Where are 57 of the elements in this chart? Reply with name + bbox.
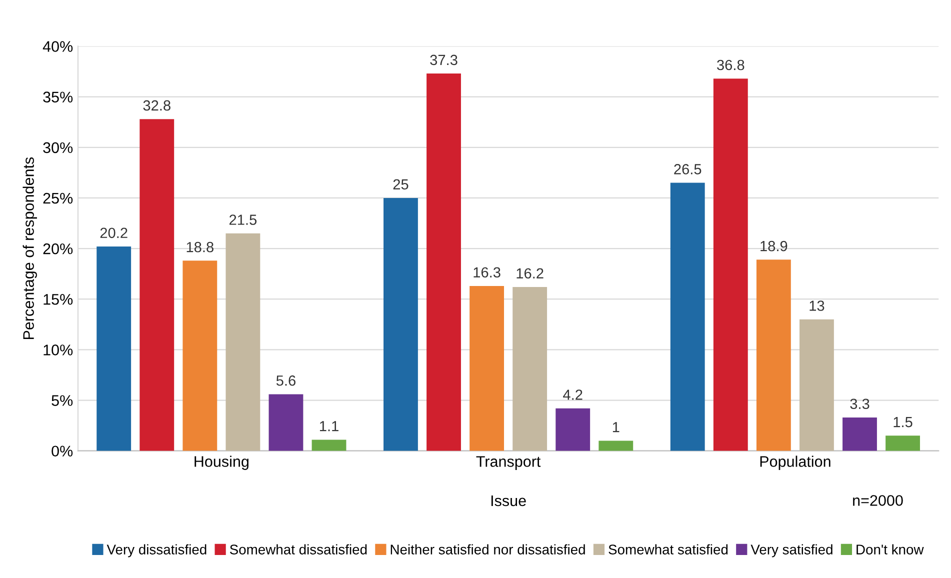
data-label: 1.5 — [894, 417, 912, 428]
bar — [312, 440, 346, 451]
bar — [556, 408, 590, 451]
data-label: 16.3 — [474, 267, 500, 278]
y-tick-label: 25% — [43, 192, 73, 204]
legend-label: Somewhat dissatisfied — [230, 544, 367, 554]
data-label: 25 — [393, 179, 408, 190]
bar — [800, 319, 834, 451]
data-label: 26.5 — [674, 164, 702, 174]
data-label: 36.8 — [717, 60, 744, 70]
y-tick-label: 0% — [52, 446, 73, 457]
y-tick-label: 35% — [43, 92, 73, 102]
text: n=2000 — [853, 495, 903, 506]
data-label: 18.9 — [760, 240, 788, 252]
bar — [426, 74, 461, 451]
x-tick-label: Housing — [194, 456, 248, 470]
bar — [140, 119, 174, 451]
bar — [842, 417, 877, 451]
data-label: 32.8 — [143, 100, 170, 111]
bar — [670, 182, 705, 451]
data-label: 1 — [612, 422, 620, 432]
bar — [470, 286, 504, 451]
x-tick-label: Population — [760, 456, 830, 470]
bar — [512, 286, 548, 451]
legend-label: Don't know — [856, 544, 924, 554]
data-label: 4.2 — [563, 390, 582, 400]
y-tick-label: 5% — [52, 395, 73, 406]
data-label: 37.3 — [430, 54, 458, 66]
y-axis-title: Percentage of respondents — [22, 157, 37, 340]
data-label: 21.5 — [229, 214, 257, 225]
data-label: 3.3 — [850, 398, 870, 410]
y-tick-label: 30% — [43, 142, 73, 154]
data-label: 1.1 — [320, 421, 338, 432]
bar — [886, 436, 920, 451]
bar — [226, 233, 260, 451]
legend-label: Very dissatisfied — [106, 544, 206, 558]
y-tick-label: 20% — [43, 243, 73, 254]
y-tick-label: 40% — [42, 41, 73, 52]
data-label: 13 — [810, 300, 824, 311]
data-label: 16.2 — [516, 268, 544, 279]
bar — [268, 394, 304, 451]
data-label: 5.6 — [276, 375, 296, 386]
bar — [713, 78, 748, 451]
x-axis-title: Issue — [491, 496, 526, 506]
y-tick-label: 10% — [44, 344, 73, 356]
bar — [756, 260, 791, 451]
legend-label: Very satisfied — [750, 544, 832, 558]
legend-label: Neither satisfied nor dissatisfied — [390, 544, 585, 554]
data-label: 18.8 — [186, 242, 214, 252]
bar — [598, 440, 634, 451]
bar — [96, 246, 132, 451]
x-tick-label: Transport — [476, 456, 541, 470]
bar — [182, 260, 218, 451]
y-tick-label: 15% — [44, 294, 73, 305]
data-label: 20.2 — [100, 228, 128, 238]
legend-label: Somewhat satisfied — [608, 544, 728, 554]
bar — [384, 198, 418, 451]
